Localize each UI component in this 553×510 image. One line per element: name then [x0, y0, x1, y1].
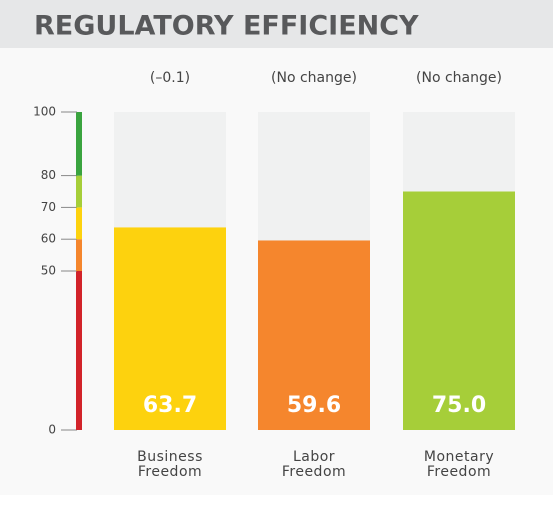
x-tick-label: Monetary Freedom	[423, 449, 495, 480]
value-label: 75.0	[432, 393, 486, 418]
chart-title: REGULATORY EFFICIENCY	[34, 11, 419, 42]
bar	[403, 191, 515, 430]
value-label: 63.7	[143, 393, 197, 418]
bar	[114, 227, 226, 430]
annotation: (No change)	[416, 70, 502, 86]
y-tick-label: 100	[33, 105, 56, 119]
scale-band	[76, 112, 82, 176]
value-label: 59.6	[287, 393, 341, 418]
scale-band	[76, 271, 82, 430]
title-band	[0, 0, 553, 48]
x-tick-label: Business Freedom	[137, 449, 203, 480]
y-tick-label: 60	[41, 232, 56, 246]
y-tick-label: 50	[41, 264, 56, 278]
x-tick-label: Labor Freedom	[281, 449, 347, 480]
annotation: (–0.1)	[150, 70, 190, 86]
scale-band	[76, 207, 82, 240]
y-tick-label: 70	[41, 200, 56, 214]
y-tick-label: 80	[41, 168, 56, 182]
y-tick-label: 0	[48, 423, 56, 437]
scale-band	[76, 175, 82, 208]
bar	[258, 240, 370, 430]
annotation: (No change)	[271, 70, 357, 86]
scale-band	[76, 239, 82, 271]
